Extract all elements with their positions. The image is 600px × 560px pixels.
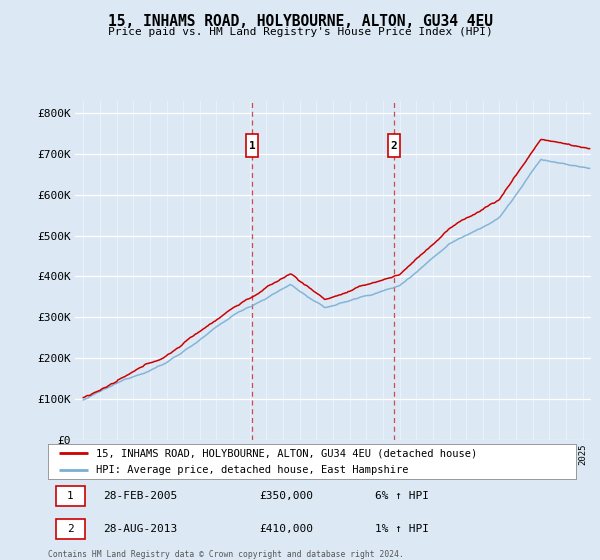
FancyBboxPatch shape (247, 134, 258, 157)
Text: 28-FEB-2005: 28-FEB-2005 (103, 491, 178, 501)
Text: Contains HM Land Registry data © Crown copyright and database right 2024.
This d: Contains HM Land Registry data © Crown c… (48, 550, 404, 560)
Text: £410,000: £410,000 (259, 524, 313, 534)
Text: 28-AUG-2013: 28-AUG-2013 (103, 524, 178, 534)
Text: HPI: Average price, detached house, East Hampshire: HPI: Average price, detached house, East… (95, 465, 408, 475)
FancyBboxPatch shape (56, 486, 85, 506)
Text: 1% ↑ HPI: 1% ↑ HPI (376, 524, 430, 534)
Text: 1: 1 (249, 141, 256, 151)
Text: £350,000: £350,000 (259, 491, 313, 501)
Text: 2: 2 (391, 141, 397, 151)
FancyBboxPatch shape (388, 134, 400, 157)
Text: 6% ↑ HPI: 6% ↑ HPI (376, 491, 430, 501)
Text: 2: 2 (67, 524, 74, 534)
FancyBboxPatch shape (56, 519, 85, 539)
Text: 1: 1 (67, 491, 74, 501)
Text: 15, INHAMS ROAD, HOLYBOURNE, ALTON, GU34 4EU (detached house): 15, INHAMS ROAD, HOLYBOURNE, ALTON, GU34… (95, 449, 477, 459)
Text: 15, INHAMS ROAD, HOLYBOURNE, ALTON, GU34 4EU: 15, INHAMS ROAD, HOLYBOURNE, ALTON, GU34… (107, 14, 493, 29)
Text: Price paid vs. HM Land Registry's House Price Index (HPI): Price paid vs. HM Land Registry's House … (107, 27, 493, 37)
